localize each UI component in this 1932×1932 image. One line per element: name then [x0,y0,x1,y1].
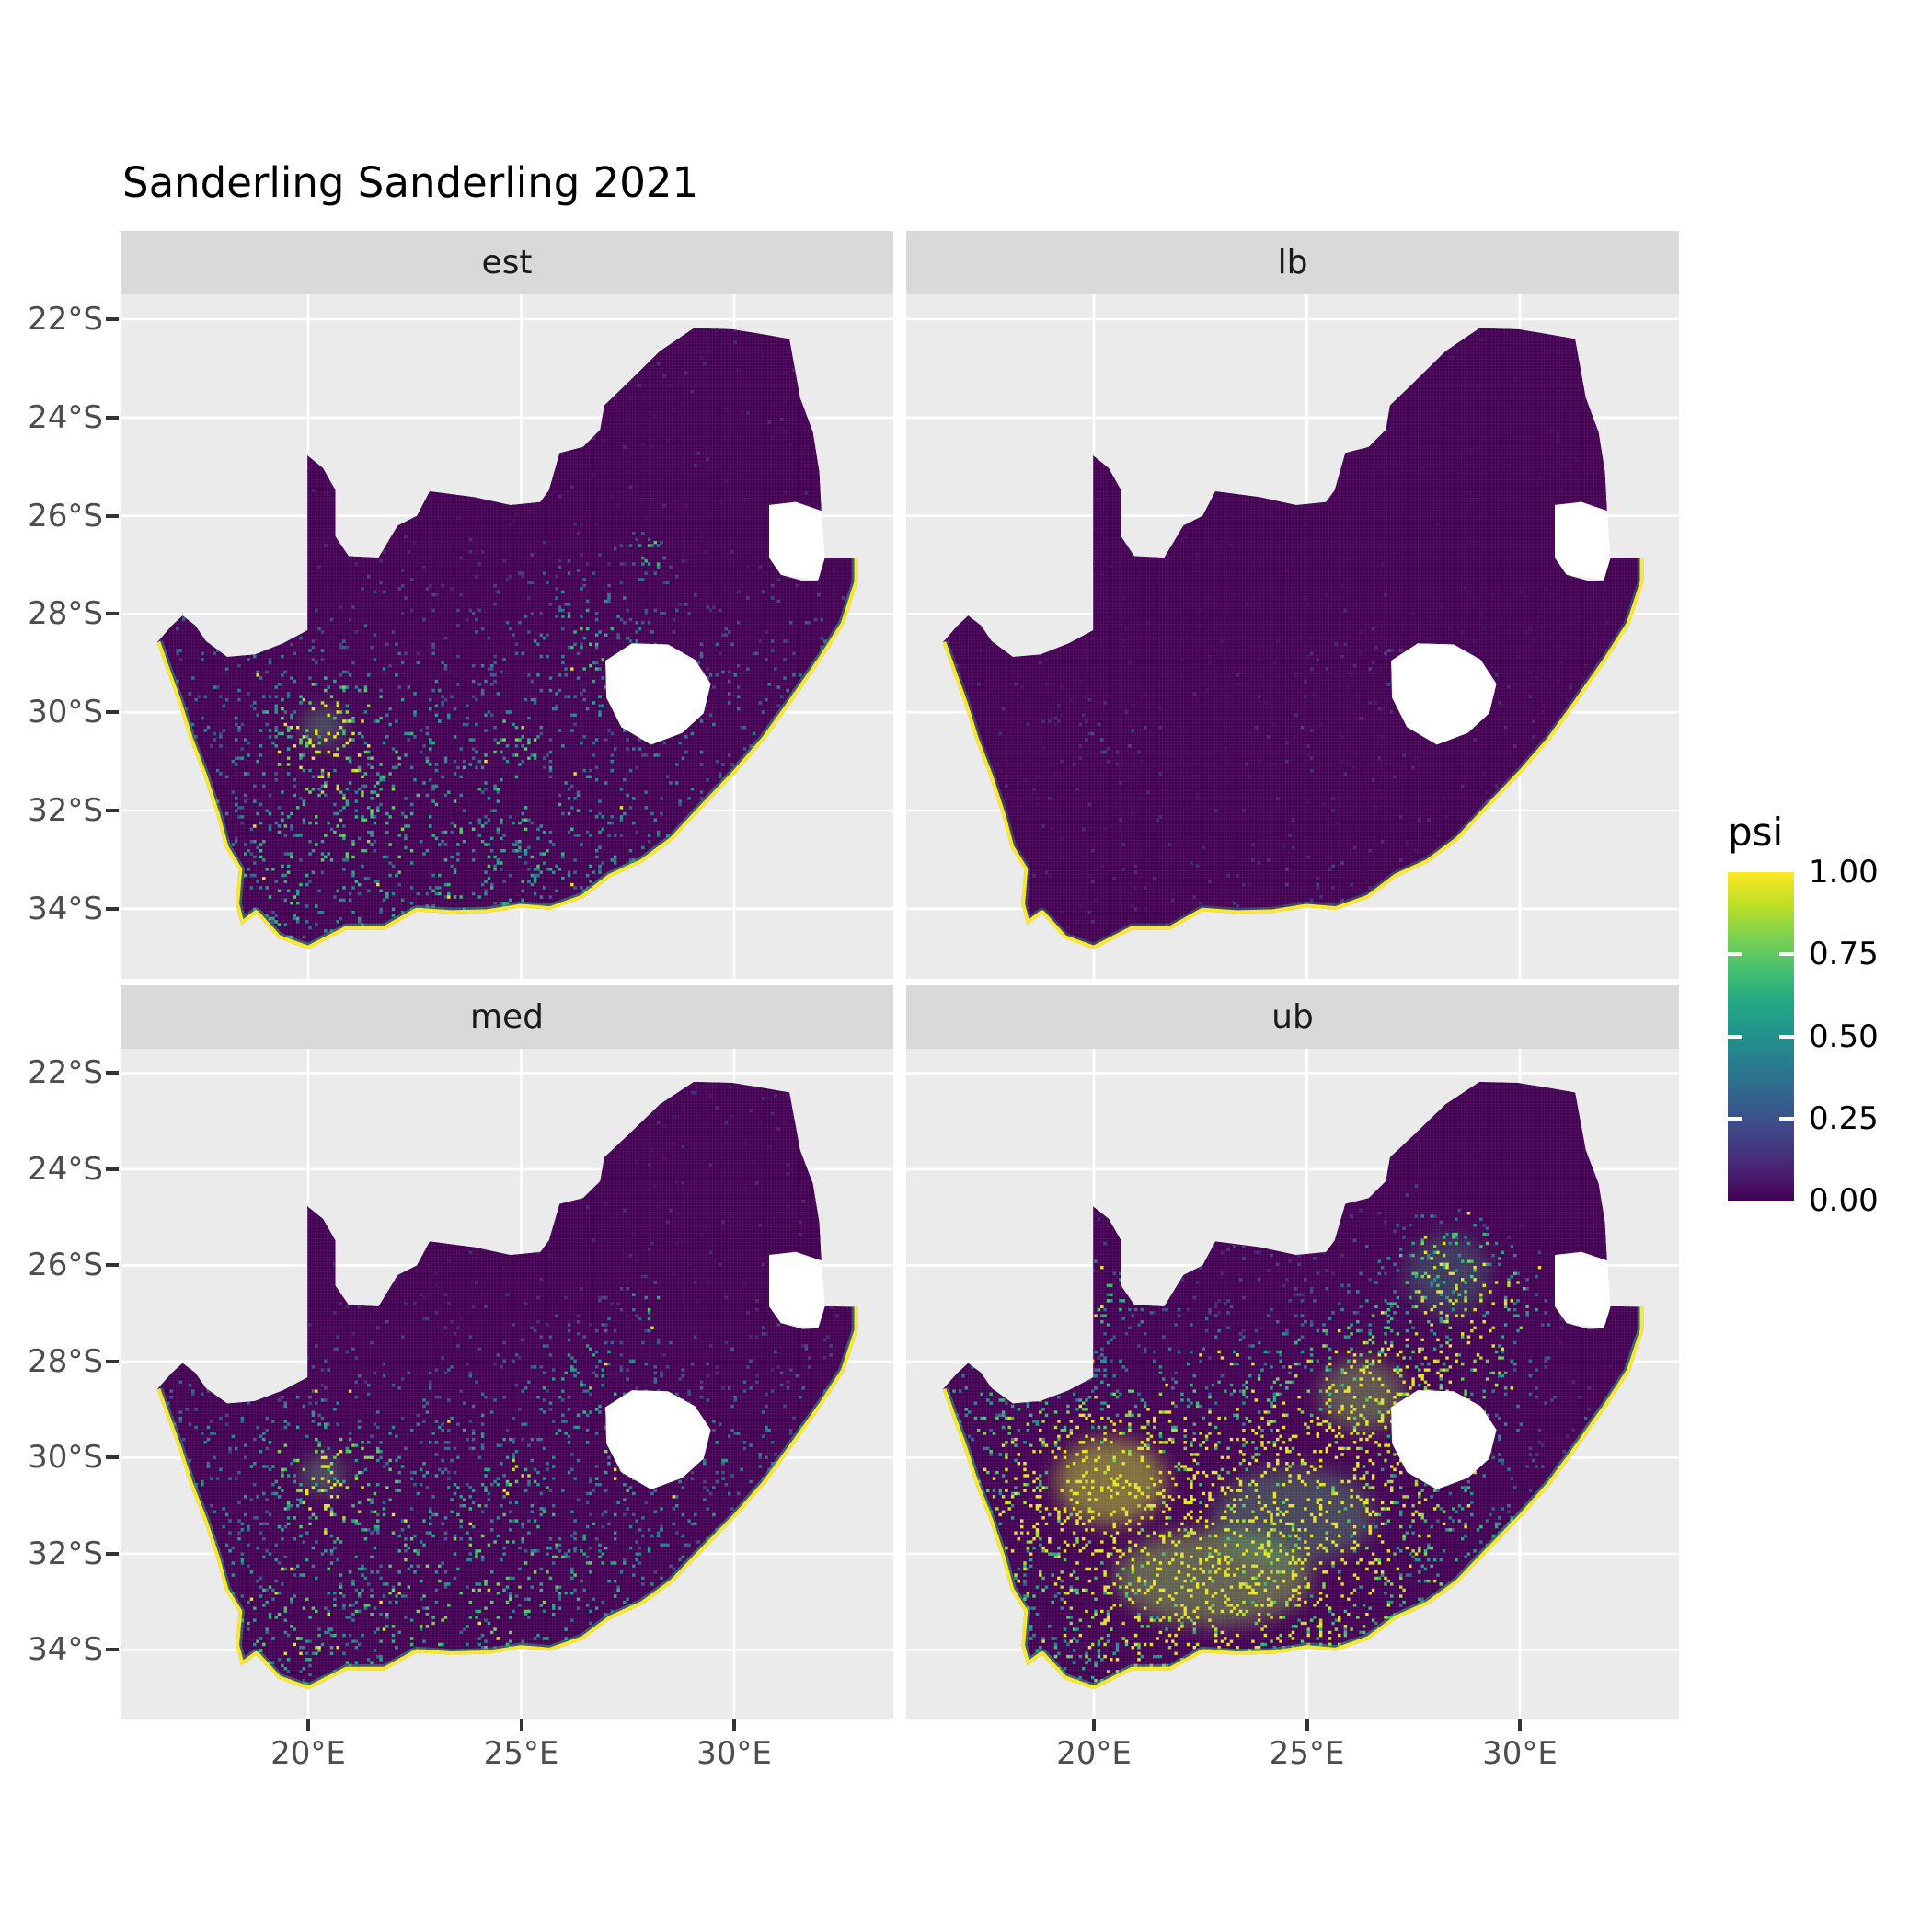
map-est [121,294,893,979]
map-ub [906,1049,1679,1719]
legend-tick-label: 0.50 [1809,1018,1879,1055]
y-axis-tick-label: 28°S [28,595,103,632]
x-axis-tick-label: 20°E [270,1735,346,1772]
legend-colorbar-tick [1728,952,1742,956]
x-axis-tick-mark [1305,1719,1309,1731]
x-axis-tick-label: 30°E [696,1735,772,1772]
y-axis-tick-mark [106,416,119,420]
legend-colorbar-tick [1779,1035,1794,1039]
y-axis-tick-mark [106,907,119,911]
y-axis-tick-mark [106,514,119,518]
y-axis-tick-mark [106,1648,119,1651]
facet-strip-label-ub: ub [1271,998,1314,1036]
x-axis-tick-label: 25°E [1269,1735,1345,1772]
y-axis-tick-label: 34°S [28,891,103,927]
y-axis-tick-mark [106,1071,119,1075]
legend-title: psi [1728,810,1784,855]
legend-tick-label: 0.75 [1809,936,1879,972]
legend-colorbar-tick [1779,1117,1794,1121]
legend-colorbar-tick [1779,952,1794,956]
y-axis-tick-label: 22°S [28,301,103,338]
x-axis-tick-label: 30°E [1482,1735,1558,1772]
x-axis-tick-mark [306,1719,310,1731]
legend-tick-label: 0.00 [1809,1182,1879,1219]
y-axis-tick-label: 28°S [28,1343,103,1380]
facet-strip-est: est [121,231,893,294]
facet-strip-lb: lb [906,231,1679,294]
plot-title: Sanderling Sanderling 2021 [122,158,699,207]
y-axis-tick-label: 24°S [28,399,103,436]
y-axis-tick-label: 22°S [28,1054,103,1091]
y-axis-tick-label: 24°S [28,1151,103,1188]
y-axis-tick-mark [106,612,119,615]
facet-strip-ub: ub [906,985,1679,1049]
y-axis-tick-label: 32°S [28,1535,103,1572]
y-axis-tick-mark [106,809,119,812]
y-axis-tick-mark [106,1360,119,1363]
legend-tick-label: 1.00 [1809,854,1879,891]
y-axis-tick-label: 30°S [28,694,103,730]
legend-tick-label: 0.25 [1809,1100,1879,1137]
x-axis-tick-mark [1092,1719,1096,1731]
facet-strip-label-med: med [469,998,545,1036]
y-axis-tick-mark [106,317,119,321]
y-axis-tick-label: 30°S [28,1439,103,1476]
legend-colorbar-tick [1728,1117,1742,1121]
panel-ub [906,1049,1679,1719]
y-axis-tick-label: 34°S [28,1631,103,1668]
facet-strip-label-est: est [481,244,533,282]
map-med [121,1049,893,1719]
y-axis-tick-mark [106,1167,119,1171]
x-axis-tick-mark [519,1719,523,1731]
panel-lb [906,294,1679,979]
y-axis-tick-mark [106,710,119,714]
y-axis-tick-mark [106,1455,119,1459]
y-axis-tick-label: 32°S [28,792,103,829]
x-axis-tick-mark [1518,1719,1522,1731]
y-axis-tick-label: 26°S [28,1247,103,1283]
y-axis-tick-label: 26°S [28,498,103,535]
map-lb [906,294,1679,979]
panel-med [121,1049,893,1719]
y-axis-tick-mark [106,1552,119,1556]
x-axis-tick-label: 25°E [483,1735,559,1772]
y-axis-tick-mark [106,1263,119,1267]
facet-strip-label-lb: lb [1277,244,1308,282]
panel-est [121,294,893,979]
legend-colorbar-tick [1728,1035,1742,1039]
facet-strip-med: med [121,985,893,1049]
x-axis-tick-label: 20°E [1056,1735,1132,1772]
x-axis-tick-mark [732,1719,736,1731]
